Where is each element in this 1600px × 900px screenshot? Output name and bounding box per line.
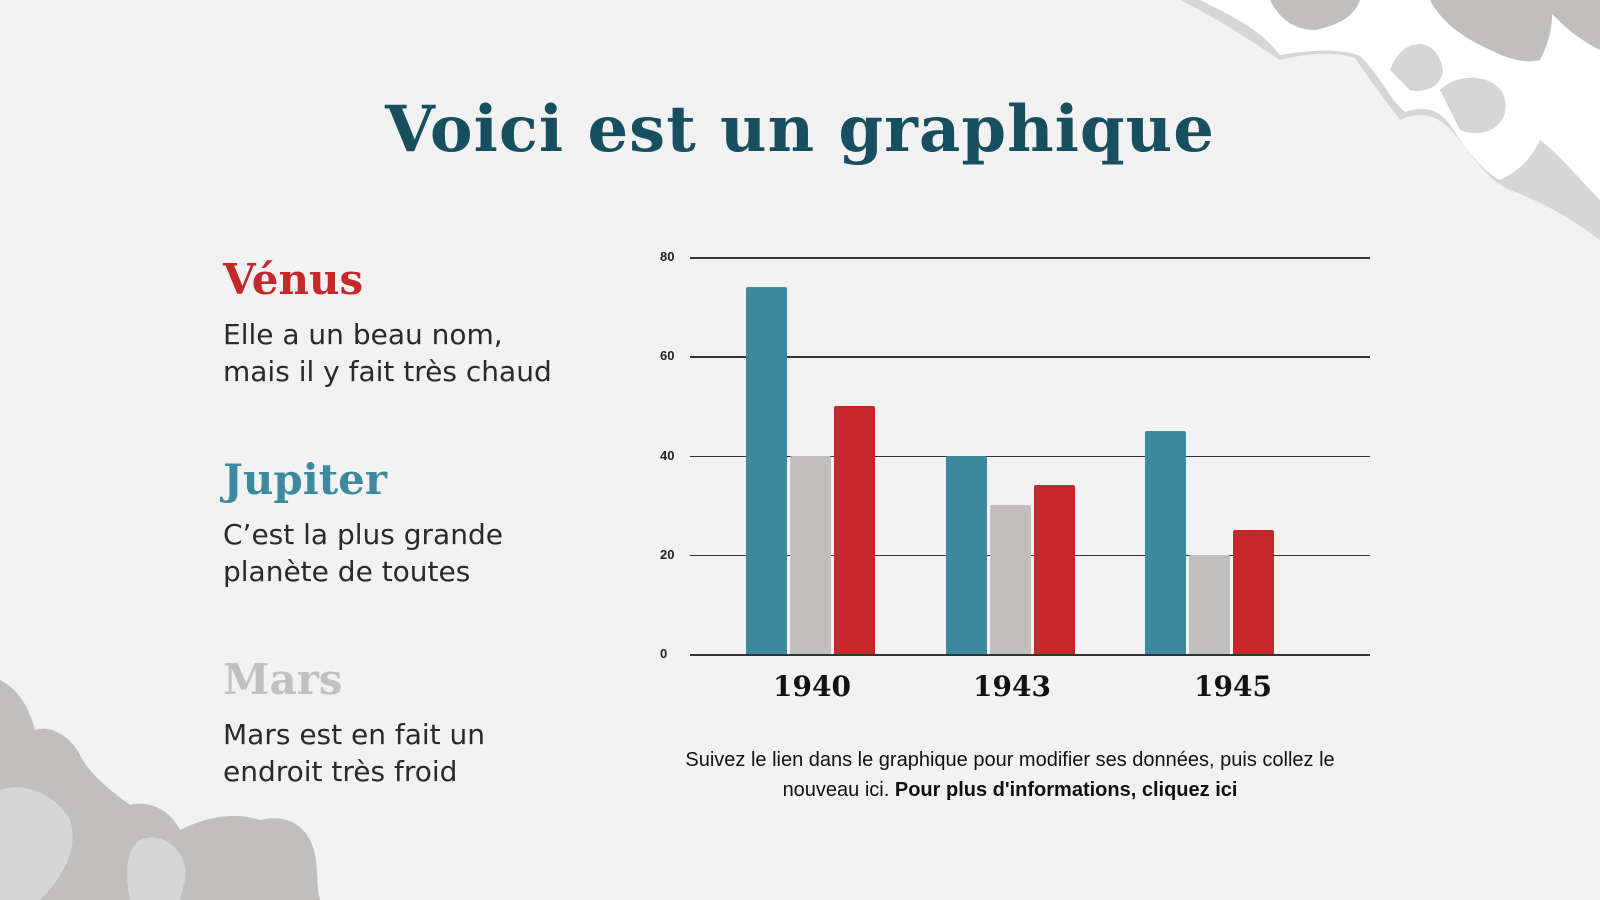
- decorative-corner-bottom-left: [0, 680, 320, 900]
- bar: [1145, 430, 1186, 654]
- planet-venus: Vénus Elle a un beau nom, mais il y fait…: [223, 255, 583, 390]
- planet-mars-name: Mars: [223, 655, 343, 704]
- desc-line: mais il y fait très chaud: [223, 355, 552, 388]
- bar: [946, 455, 987, 654]
- desc-line: Elle a un beau nom,: [223, 318, 503, 351]
- planet-jupiter-description: C’est la plus grande planète de toutes: [223, 516, 583, 590]
- planet-venus-description: Elle a un beau nom, mais il y fait très …: [223, 316, 583, 390]
- planet-venus-name: Vénus: [223, 255, 364, 304]
- y-tick-label: 0: [660, 646, 668, 661]
- bar: [834, 405, 875, 654]
- y-tick-label: 20: [660, 546, 675, 562]
- y-tick-label: 60: [660, 348, 675, 364]
- gridline: [690, 356, 1370, 358]
- x-tick-label: 1945: [1194, 670, 1272, 703]
- planet-mars: Mars Mars est en fait un endroit très fr…: [223, 655, 583, 790]
- bar: [1189, 554, 1230, 654]
- gridline: [690, 455, 1370, 457]
- desc-line: planète de toutes: [223, 555, 471, 588]
- bar-chart: 0 20 40 60 80 1940 1943 1945: [640, 240, 1380, 740]
- more-info-link[interactable]: Pour plus d'informations, cliquez ici: [894, 779, 1238, 801]
- bar: [1034, 485, 1075, 654]
- desc-line: C’est la plus grande: [223, 518, 503, 551]
- planet-mars-description: Mars est en fait un endroit très froid: [223, 716, 583, 790]
- planet-jupiter: Jupiter C’est la plus grande planète de …: [223, 455, 583, 590]
- bar: [990, 505, 1031, 654]
- chart-note: Suivez le lien dans le graphique pour mo…: [660, 745, 1360, 805]
- gridline: [690, 654, 1370, 656]
- desc-line: endroit très froid: [223, 755, 458, 788]
- decorative-corner-top-right: [1180, 0, 1600, 240]
- bar: [790, 455, 831, 654]
- bar: [1233, 529, 1274, 654]
- desc-line: Mars est en fait un: [223, 718, 486, 751]
- x-tick-label: 1940: [773, 670, 851, 703]
- x-tick-label: 1943: [973, 670, 1051, 703]
- page-title: Voici est un graphique: [385, 92, 1215, 167]
- planet-jupiter-name: Jupiter: [223, 455, 387, 504]
- y-tick-label: 40: [660, 447, 675, 463]
- note-text: Suivez le lien dans le graphique pour mo…: [685, 749, 1335, 801]
- bar: [746, 286, 787, 654]
- y-tick-label: 80: [660, 249, 675, 264]
- gridline: [690, 257, 1370, 259]
